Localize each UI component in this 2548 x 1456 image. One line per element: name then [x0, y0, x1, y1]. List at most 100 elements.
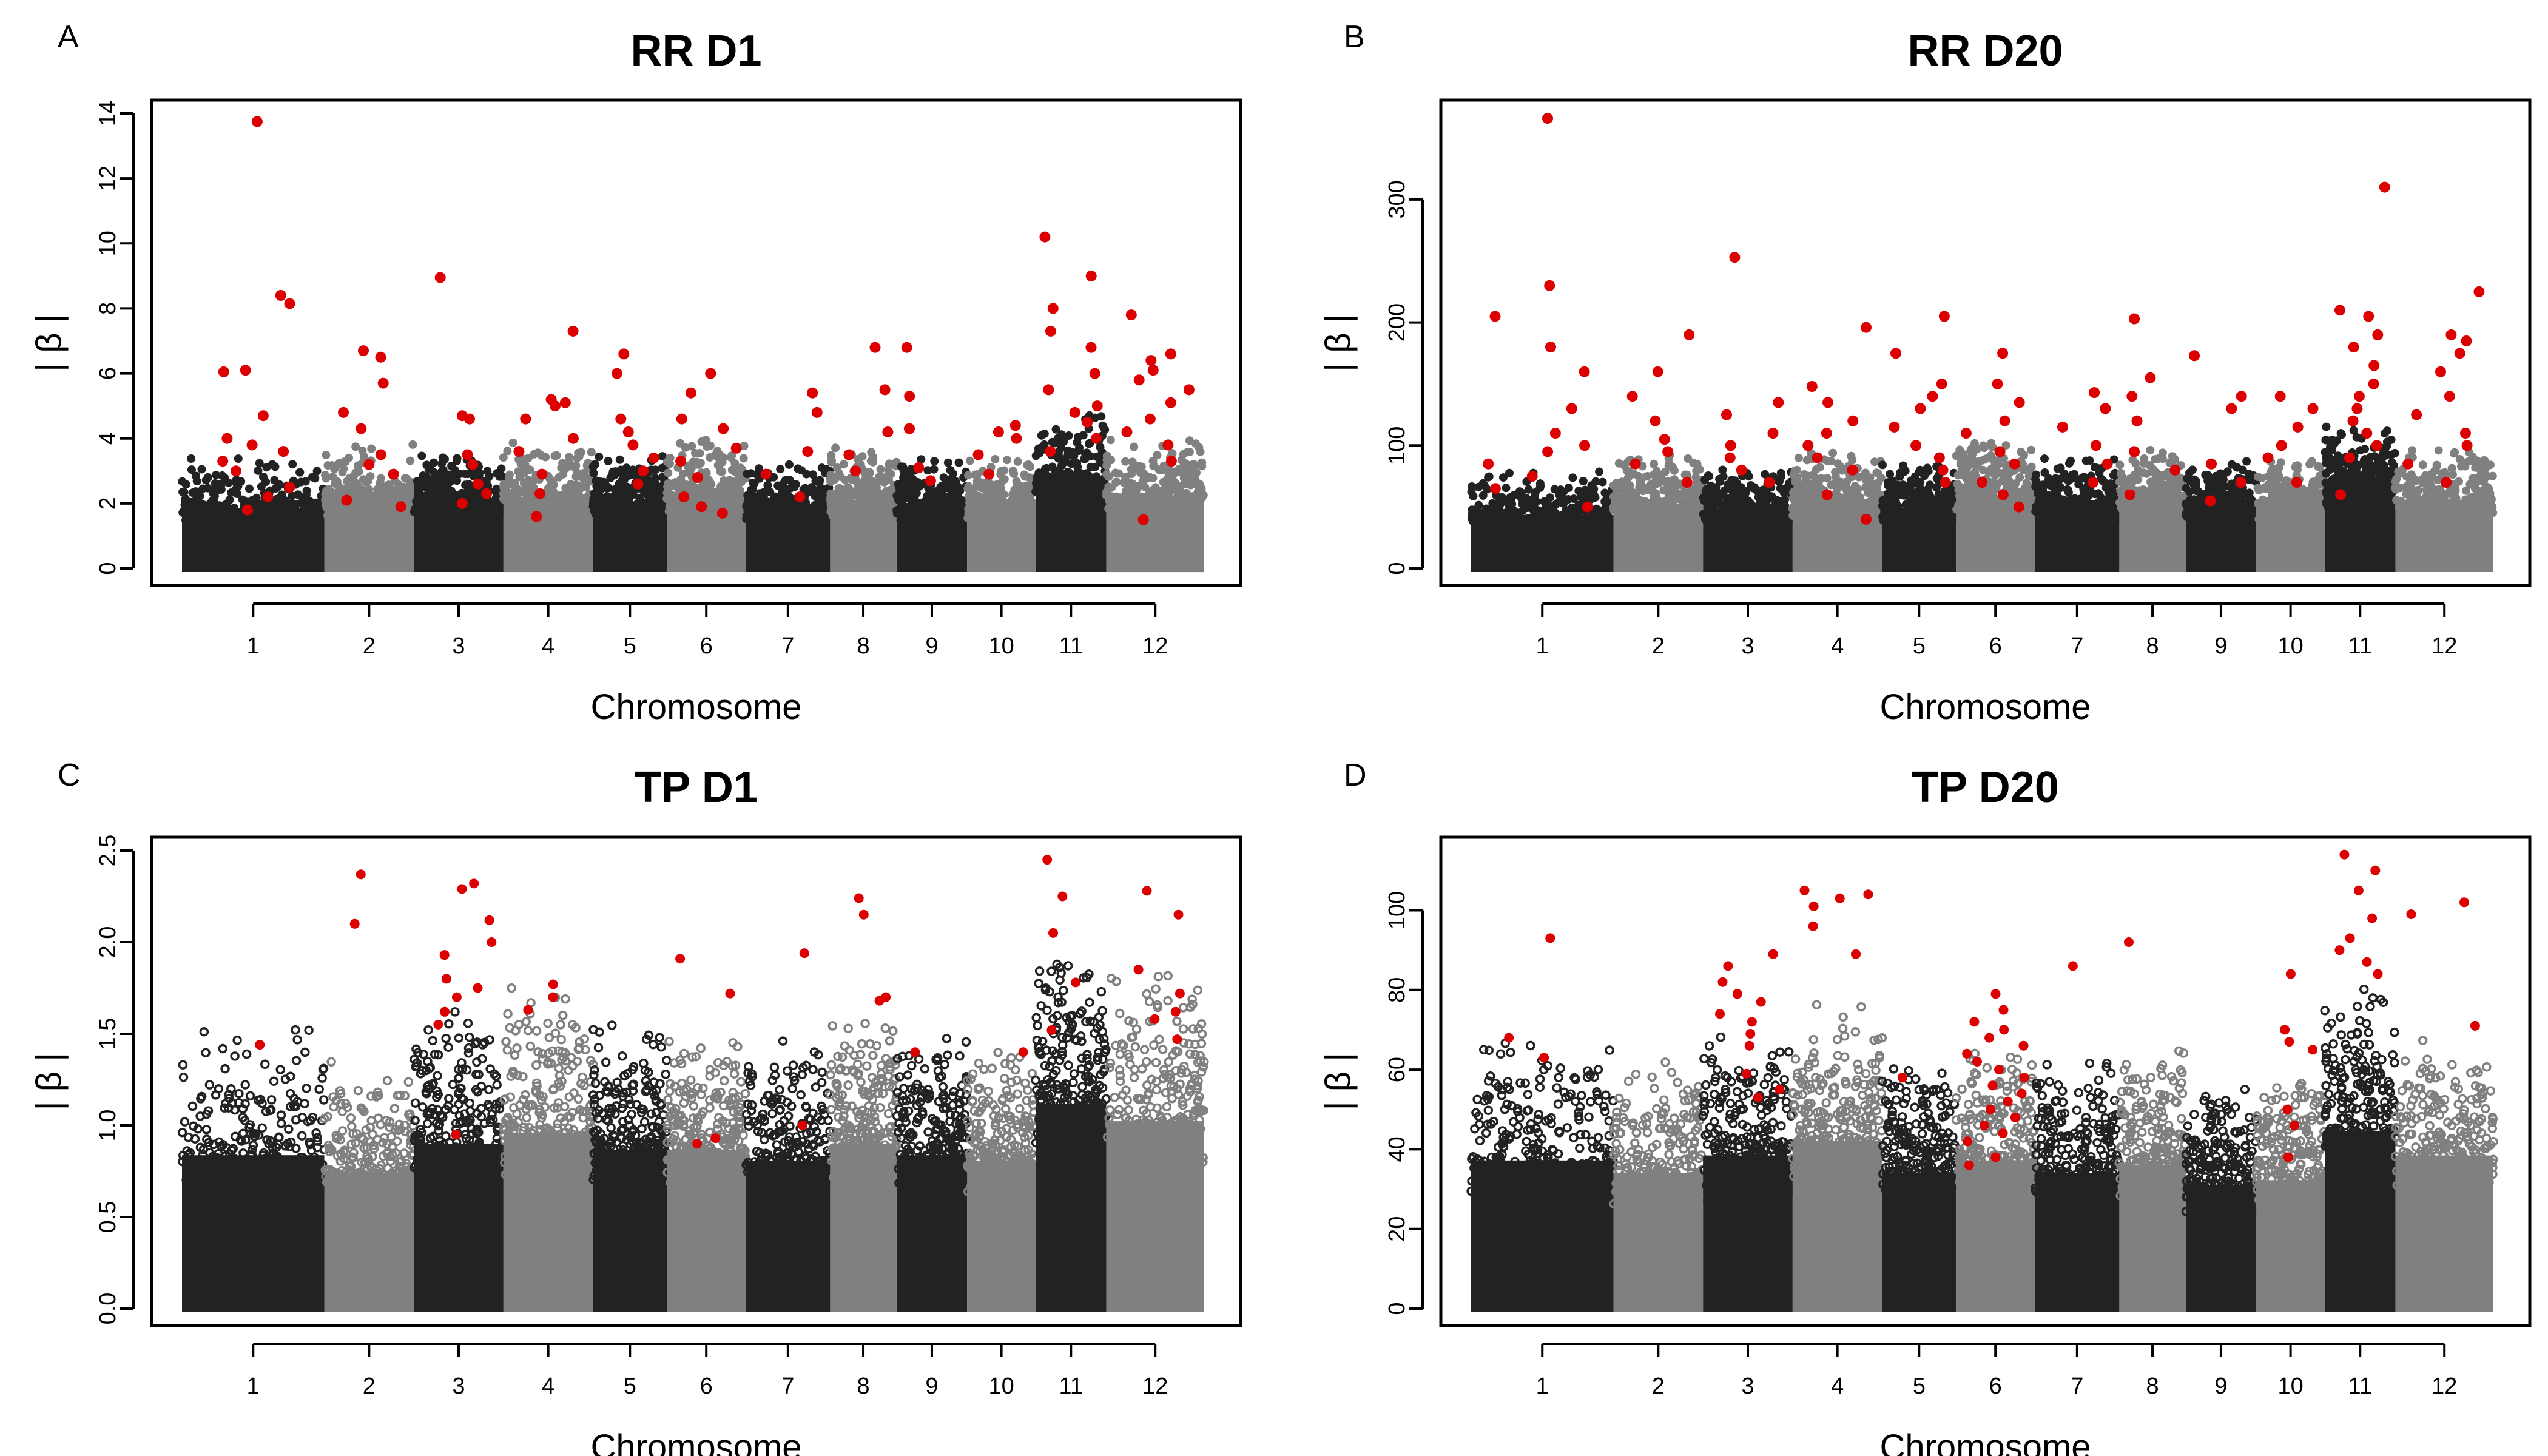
snp-point	[949, 507, 957, 516]
snp-point	[846, 499, 855, 508]
significant-point	[882, 426, 894, 437]
snp-point	[592, 476, 601, 485]
snp-point	[1190, 462, 1199, 471]
snp-point	[1808, 470, 1818, 479]
snp-point	[2152, 489, 2162, 498]
snp-point	[1629, 488, 1638, 497]
snp-point	[703, 442, 712, 451]
snp-point	[470, 497, 479, 506]
snp-point	[1040, 464, 1050, 473]
snp-point	[966, 456, 974, 465]
snp-point	[234, 454, 243, 463]
snp-point	[1724, 513, 1733, 522]
snp-point	[1525, 520, 1534, 529]
snp-point	[585, 477, 594, 486]
snp-point	[423, 491, 432, 500]
snp-point	[1659, 497, 1668, 506]
significant-point	[1085, 342, 1097, 353]
snp-point	[589, 468, 598, 477]
x-tick-label: 2	[363, 633, 376, 659]
snp-point	[518, 487, 527, 496]
snp-point	[553, 497, 562, 506]
significant-point	[536, 468, 548, 480]
significant-point	[567, 433, 579, 444]
snp-point	[776, 465, 785, 474]
snp-point	[615, 455, 624, 464]
snp-point	[1744, 506, 1753, 515]
snp-point	[417, 451, 426, 460]
chromosome-6-points	[662, 436, 750, 572]
x-tick-label: 3	[452, 633, 465, 659]
significant-point	[1089, 368, 1100, 379]
snp-point	[254, 466, 263, 475]
snp-point	[703, 474, 712, 483]
snp-point	[271, 503, 280, 511]
snp-point	[366, 472, 375, 481]
snp-point	[2055, 482, 2064, 491]
snp-point	[1993, 504, 2002, 513]
snp-point	[828, 500, 837, 510]
y-tick-label: 10	[95, 231, 121, 256]
snp-point	[676, 439, 685, 448]
snp-point	[1761, 487, 1770, 496]
snp-point	[2037, 514, 2046, 523]
snp-point	[582, 507, 592, 516]
snp-point	[406, 456, 415, 465]
significant-point	[434, 272, 446, 283]
snp-point	[1964, 496, 1973, 505]
snp-point	[181, 498, 189, 507]
snp-point	[1113, 496, 1122, 505]
snp-point	[424, 465, 433, 474]
snp-point	[354, 461, 363, 470]
snp-point	[1775, 475, 1784, 484]
snp-point	[336, 509, 345, 518]
snp-point	[1660, 510, 1669, 519]
snp-point	[1590, 511, 1599, 520]
snp-point	[2045, 514, 2054, 523]
snp-point	[508, 438, 517, 447]
x-tick-label: 10	[988, 633, 1014, 659]
snp-point	[2081, 456, 2091, 465]
snp-point	[2040, 454, 2049, 463]
snp-point	[1017, 493, 1026, 502]
snp-point	[2017, 447, 2026, 456]
snp-point	[1069, 496, 1078, 505]
snp-point	[485, 472, 494, 480]
snp-point	[569, 462, 578, 471]
snp-point	[2027, 462, 2036, 471]
snp-point	[902, 507, 911, 516]
snp-point	[1016, 516, 1025, 524]
snp-point	[1958, 450, 1967, 459]
snp-point	[1952, 505, 1961, 514]
snp-point	[1880, 499, 1889, 508]
snp-point	[1639, 487, 1648, 496]
significant-point	[1045, 325, 1056, 337]
snp-point	[1568, 473, 1577, 482]
significant-point	[1125, 309, 1137, 321]
snp-point	[882, 487, 891, 496]
snp-point	[343, 487, 352, 496]
snp-point	[322, 451, 331, 459]
significant-points	[217, 116, 1195, 525]
chromosome-4-points	[499, 438, 598, 573]
snp-point	[1833, 484, 1842, 493]
snp-point	[206, 499, 215, 508]
snp-point	[1895, 472, 1904, 481]
significant-point	[456, 497, 468, 509]
snp-point	[2044, 474, 2054, 483]
chromosome-10-points	[963, 455, 1040, 572]
snp-point	[443, 513, 452, 522]
snp-point	[1185, 436, 1194, 445]
snp-point	[1551, 500, 1560, 509]
significant-point	[675, 456, 687, 467]
y-tick-label: 12	[95, 166, 121, 191]
snp-point	[1703, 513, 1712, 522]
significant-point	[993, 426, 1004, 437]
snp-point	[943, 458, 952, 467]
snp-point	[1150, 462, 1159, 471]
snp-point	[777, 510, 786, 519]
significant-point	[850, 465, 861, 477]
snp-point	[1524, 485, 1533, 494]
snp-point	[473, 505, 482, 514]
significant-point	[284, 298, 295, 309]
